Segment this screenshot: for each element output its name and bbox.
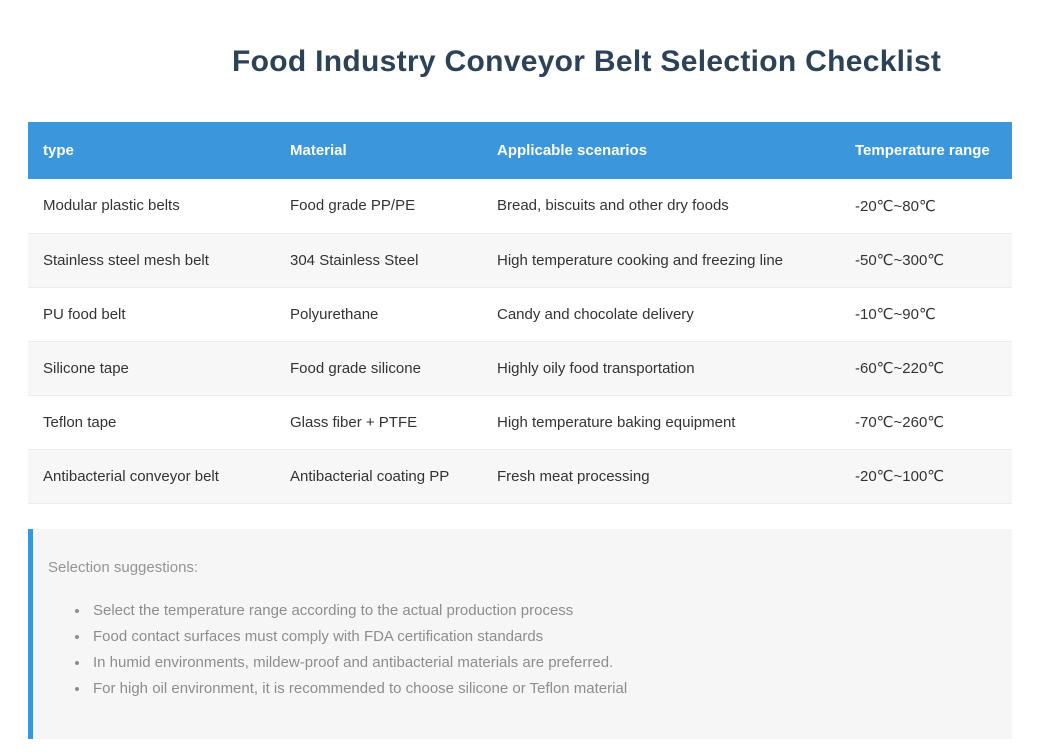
cell-temperature-range: -60℃~220℃ [840,341,1012,396]
belt-selection-table: type Material Applicable scenarios Tempe… [28,122,1012,504]
table-row: Silicone tape Food grade silicone Highly… [28,341,1012,396]
column-header-temperature-range: Temperature range [840,122,1012,179]
column-header-material: Material [275,122,482,179]
cell-applicable-scenarios: Fresh meat processing [482,449,840,504]
table-row: Teflon tape Glass fiber + PTFE High temp… [28,395,1012,450]
cell-type: Teflon tape [28,395,275,450]
cell-applicable-scenarios: Bread, biscuits and other dry foods [482,179,840,234]
cell-material: Food grade silicone [275,341,482,396]
cell-applicable-scenarios: High temperature baking equipment [482,395,840,450]
cell-material: 304 Stainless Steel [275,233,482,288]
cell-temperature-range: -20℃~100℃ [840,449,1012,504]
column-header-type: type [28,122,275,179]
cell-type: Silicone tape [28,341,275,396]
cell-type: Modular plastic belts [28,179,275,234]
cell-temperature-range: -70℃~260℃ [840,395,1012,450]
cell-material: Polyurethane [275,287,482,342]
column-header-applicable-scenarios: Applicable scenarios [482,122,840,179]
cell-type: Stainless steel mesh belt [28,233,275,288]
suggestion-item: Food contact surfaces must comply with F… [90,628,992,645]
selection-suggestions-panel: Selection suggestions: Select the temper… [28,528,1012,739]
cell-temperature-range: -10℃~90℃ [840,287,1012,342]
cell-material: Glass fiber + PTFE [275,395,482,450]
cell-type: Antibacterial conveyor belt [28,449,275,504]
suggestion-item: For high oil environment, it is recommen… [90,680,992,697]
suggestion-item: In humid environments, mildew-proof and … [90,654,992,671]
page-title: Food Industry Conveyor Belt Selection Ch… [232,45,942,78]
page: { "page": { "title": "Food Industry Conv… [0,44,1040,752]
cell-material: Antibacterial coating PP [275,449,482,504]
suggestion-item: Select the temperature range according t… [90,602,992,619]
cell-applicable-scenarios: Highly oily food transportation [482,341,840,396]
table-row: PU food belt Polyurethane Candy and choc… [28,287,1012,342]
cell-applicable-scenarios: High temperature cooking and freezing li… [482,233,840,288]
table-header-row: type Material Applicable scenarios Tempe… [28,122,1012,179]
cell-applicable-scenarios: Candy and chocolate delivery [482,287,840,342]
cell-temperature-range: -20℃~80℃ [840,179,1012,234]
table-row: Modular plastic belts Food grade PP/PE B… [28,179,1012,234]
suggestions-heading: Selection suggestions: [48,558,199,576]
cell-type: PU food belt [28,287,275,342]
cell-temperature-range: -50℃~300℃ [840,233,1012,288]
cell-material: Food grade PP/PE [275,179,482,234]
suggestions-list: Select the temperature range according t… [33,602,992,697]
table-row: Stainless steel mesh belt 304 Stainless … [28,233,1012,288]
table-row: Antibacterial conveyor belt Antibacteria… [28,449,1012,504]
